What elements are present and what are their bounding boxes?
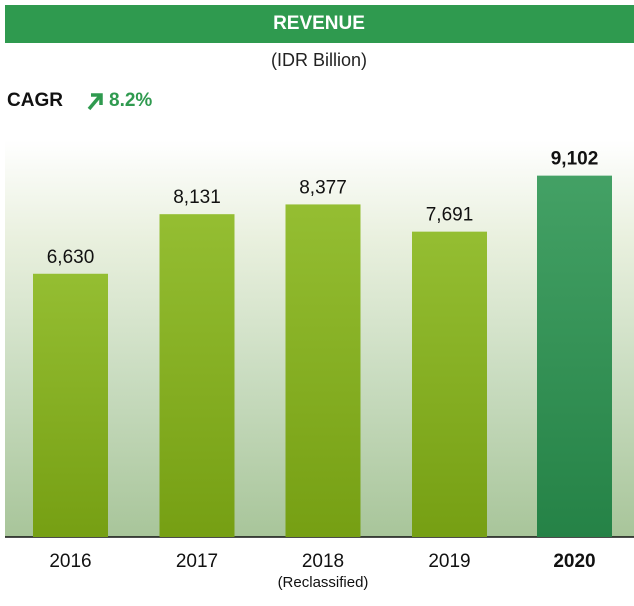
cagr-value: 8.2% (109, 90, 152, 111)
chart-subtitle: (IDR Billion) (271, 50, 367, 70)
bar-shade (537, 176, 612, 537)
cagr-label: CAGR (7, 90, 63, 111)
x-tick-label: 2019 (428, 551, 470, 572)
bar-shade (160, 214, 235, 537)
bar-shade (412, 232, 487, 537)
x-tick-sublabel: (Reclassified) (278, 574, 369, 591)
chart: REVENUE (IDR Billion) CAGR 8.2% 6,630 201… (0, 0, 634, 601)
x-tick-label: 2016 (49, 551, 91, 572)
cagr-arrow (89, 95, 101, 109)
value-label: 9,102 (551, 149, 599, 170)
bar-shade (33, 274, 108, 537)
x-tick-label: 2017 (176, 551, 218, 572)
value-label: 6,630 (47, 247, 95, 268)
value-label: 8,377 (299, 177, 347, 198)
x-tick-label: 2018 (302, 551, 344, 572)
value-label: 7,691 (426, 205, 474, 226)
page: REVENUE (IDR Billion) CAGR 8.2% 6,630 201… (0, 0, 634, 601)
bar-shade (286, 204, 361, 537)
value-label: 8,131 (173, 187, 221, 208)
x-tick-label: 2020 (553, 551, 595, 572)
chart-title: REVENUE (273, 13, 365, 34)
